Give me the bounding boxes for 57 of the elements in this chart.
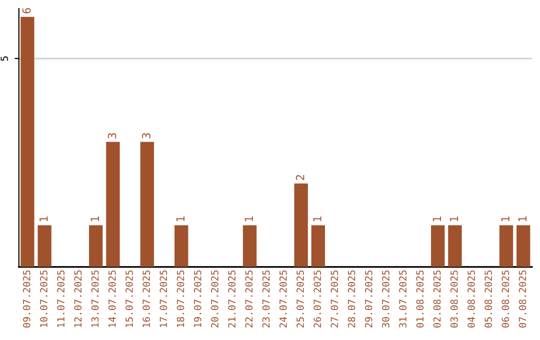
- data-label: 1: [313, 216, 322, 222]
- bar: [89, 225, 103, 267]
- x-tick-label: 14.07.2025: [108, 270, 116, 328]
- x-tick-label: 17.07.2025: [160, 270, 168, 328]
- x-tick-label: 21.07.2025: [228, 270, 236, 328]
- data-label: 1: [501, 216, 510, 222]
- x-tick-label: 06.08.2025: [502, 270, 510, 328]
- bar: [294, 184, 308, 267]
- x-tick-label: 13.07.2025: [91, 270, 99, 328]
- data-label: 1: [90, 216, 99, 222]
- data-label: 1: [40, 216, 48, 222]
- bar: [20, 16, 34, 267]
- x-tick-label: 27.07.2025: [330, 270, 338, 328]
- bar: [106, 142, 120, 267]
- x-tick-label: 22.07.2025: [245, 270, 253, 328]
- x-tick-label: 15.07.2025: [126, 270, 133, 328]
- x-tick-label: 19.07.2025: [194, 270, 202, 328]
- x-tick-label: 16.07.2025: [142, 270, 150, 328]
- bar: [242, 225, 257, 267]
- bar: [499, 225, 514, 267]
- bar: [38, 225, 52, 267]
- x-tick-label: 12.07.2025: [74, 270, 82, 328]
- data-label: 2: [296, 175, 304, 180]
- data-label: 3: [142, 133, 150, 138]
- data-label: 1: [518, 216, 526, 222]
- bar: [431, 225, 445, 267]
- x-tick-label: 11.07.2025: [57, 270, 64, 328]
- x-tick-label: 28.07.2025: [348, 270, 356, 328]
- data-label: 3: [108, 133, 116, 138]
- x-tick-label: 31.07.2025: [399, 270, 406, 328]
- bar: [448, 225, 462, 267]
- bar: [174, 225, 188, 267]
- data-label: 1: [176, 216, 184, 222]
- x-tick-label: 03.08.2025: [450, 270, 458, 328]
- x-tick-label: 20.07.2025: [211, 270, 218, 328]
- x-tick-label: 07.08.2025: [518, 270, 526, 328]
- x-tick-label: 25.07.2025: [296, 270, 304, 328]
- x-tick-label: 30.07.2025: [382, 270, 390, 328]
- x-tick-label: 10.07.2025: [40, 270, 48, 328]
- x-tick-label: 02.08.2025: [433, 270, 441, 328]
- x-tick-label: 23.07.2025: [262, 270, 270, 328]
- x-tick-label: 05.08.2025: [484, 270, 492, 328]
- bar: [516, 225, 530, 267]
- x-tick-label: 04.08.2025: [468, 270, 475, 328]
- x-tick-label: 18.07.2025: [176, 270, 184, 328]
- x-tick-label: 26.07.2025: [314, 270, 321, 328]
- data-label: 1: [244, 216, 253, 222]
- x-tick-label: 24.07.2025: [279, 270, 287, 328]
- bar: [140, 142, 154, 267]
- x-tick-label: 29.07.2025: [364, 270, 372, 328]
- y-tick-label: 5: [0, 56, 8, 61]
- bar: [311, 225, 325, 267]
- data-label: 1: [432, 216, 441, 222]
- x-tick-label: 01.08.2025: [416, 270, 424, 328]
- x-tick-label: 09.07.2025: [22, 270, 30, 328]
- data-label: 6: [22, 8, 31, 14]
- data-label: 1: [450, 216, 458, 222]
